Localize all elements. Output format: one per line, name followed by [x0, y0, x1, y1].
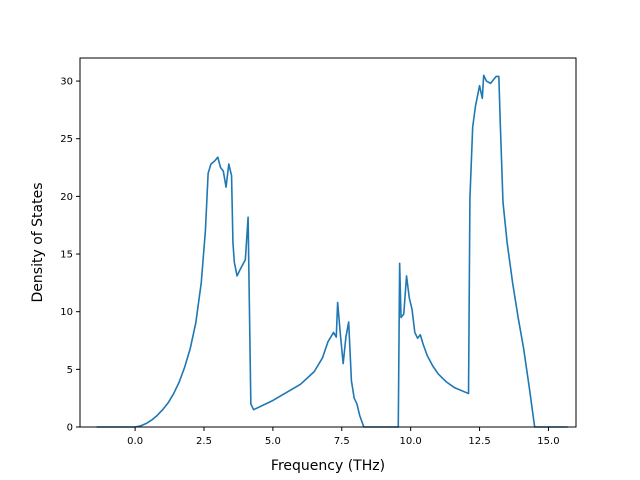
x-tick-label: 10.0	[400, 436, 422, 447]
x-tick-label: 15.0	[537, 436, 559, 447]
y-tick-label: 30	[60, 77, 73, 88]
y-tick-label: 20	[60, 192, 73, 203]
x-tick-label: 7.5	[334, 436, 350, 447]
x-tick-label: 2.5	[196, 436, 212, 447]
plot-frame	[79, 57, 577, 428]
series-line-0	[96, 74, 568, 428]
plot-background	[80, 58, 576, 427]
y-tick-label: 0	[67, 423, 73, 434]
x-tick-label: 0.0	[127, 436, 143, 447]
x-tick-label: 12.5	[468, 436, 490, 447]
y-tick-label: 25	[60, 134, 73, 145]
x-axis-ticks: 0.0 2.5 5.0 7.5 10.0 12.5 15.0	[127, 427, 560, 447]
y-axis-label: Density of States	[30, 183, 46, 303]
x-tick-label: 5.0	[265, 436, 281, 447]
y-tick-label: 10	[60, 307, 73, 318]
y-tick-label: 15	[60, 250, 73, 261]
series-layer	[96, 74, 568, 428]
y-axis-ticks: 0 5 10 15 20 25 30	[60, 77, 80, 434]
y-tick-label: 5	[67, 365, 73, 376]
x-axis-label: Frequency (THz)	[271, 458, 385, 474]
